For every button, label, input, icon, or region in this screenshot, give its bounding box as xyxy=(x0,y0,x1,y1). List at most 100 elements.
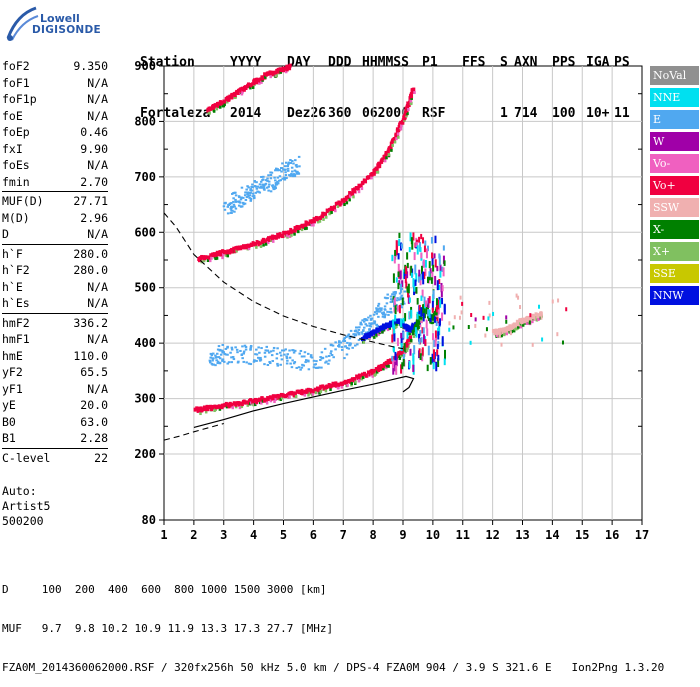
trace-mark-e xyxy=(230,202,233,205)
trace-mark-echo xyxy=(294,395,298,399)
trace-mark-e xyxy=(330,343,333,346)
trace-mark-vo xyxy=(307,388,311,393)
trace-mark-echo xyxy=(316,220,320,224)
trace-mark-ssw xyxy=(515,319,519,324)
trace-mark-e xyxy=(371,322,374,325)
param-row: yF1 N/A xyxy=(2,381,108,398)
trace-mark-echo xyxy=(310,223,313,227)
trace-mark-e xyxy=(397,298,401,301)
trace-mark-echo xyxy=(329,211,332,215)
trace-mark-vo xyxy=(288,66,292,71)
trace-mark-echo xyxy=(226,100,229,104)
trace-mark-e xyxy=(246,185,249,188)
trace-mark-e xyxy=(283,353,286,356)
trace-mark-e xyxy=(377,315,380,318)
trace-mark-vo xyxy=(242,87,246,92)
trace-mark-e xyxy=(258,186,262,189)
trace-mark-echo xyxy=(420,320,423,324)
trace-mark-echo xyxy=(410,101,413,105)
trace-mark-e xyxy=(293,361,297,364)
trace-mark-e xyxy=(295,163,298,166)
param-value: N/A xyxy=(87,332,108,346)
trace-mark-e xyxy=(358,326,361,329)
trace-mark-e xyxy=(221,358,225,361)
spread-f-mark xyxy=(426,328,429,336)
trace-mark-e xyxy=(295,366,298,369)
trace-mark-e xyxy=(379,307,382,310)
spread-f-mark xyxy=(517,295,520,300)
param-value: 9.350 xyxy=(73,59,108,73)
trace-mark-e xyxy=(334,348,337,351)
trace-mark-vo xyxy=(258,241,262,246)
footer: D 100 200 400 600 800 1000 1500 3000 [km… xyxy=(2,557,664,687)
params-divider xyxy=(2,447,108,449)
trace-mark-echo xyxy=(386,328,390,332)
spread-f-mark xyxy=(423,302,426,313)
trace-mark-vo xyxy=(379,367,383,372)
spread-f-mark xyxy=(442,267,445,277)
spread-f-mark xyxy=(429,314,432,323)
spread-f-mark xyxy=(402,331,405,339)
spread-f-mark xyxy=(414,279,417,286)
trace-mark-e xyxy=(343,337,347,340)
trace-mark-e xyxy=(297,155,301,158)
trace-mark-e xyxy=(266,349,270,352)
trace-mark-echo xyxy=(265,401,269,405)
spread-f-mark xyxy=(415,286,418,294)
trace-mark-e xyxy=(395,299,399,302)
trace-mark-vo xyxy=(362,371,366,376)
spread-f-mark xyxy=(436,343,439,350)
trace-mark-e xyxy=(281,349,284,352)
spread-f-mark xyxy=(443,260,446,266)
trace-mark-vo xyxy=(321,214,325,219)
trace-mark-echo xyxy=(503,333,506,337)
trace-mark-e xyxy=(389,295,393,298)
spread-f-mark xyxy=(394,304,397,315)
trace-mark-e xyxy=(330,350,333,353)
trace-mark-vo xyxy=(406,104,410,109)
trace-mark-echo xyxy=(404,349,408,353)
spread-f-mark xyxy=(408,247,411,253)
trace-mark-vo xyxy=(230,249,234,254)
param-value: N/A xyxy=(87,92,108,106)
spread-f-mark xyxy=(410,272,413,278)
trace-mark-e xyxy=(309,355,313,358)
spread-f-mark xyxy=(421,289,424,298)
trace-mark-e xyxy=(217,345,221,348)
trace-mark-e xyxy=(364,331,368,334)
trace-mark-vo xyxy=(284,66,288,71)
params-divider xyxy=(2,243,108,245)
trace-mark-e xyxy=(315,366,319,369)
trace-mark-echo xyxy=(223,102,226,106)
trace-mark-echo xyxy=(395,322,398,326)
spread-f-mark xyxy=(418,338,421,345)
spread-f-mark xyxy=(433,349,436,359)
trace-mark-echo xyxy=(307,393,310,397)
trace-mark-e xyxy=(348,344,351,347)
trace-mark-echo xyxy=(387,364,390,368)
param-value: 63.0 xyxy=(80,414,108,429)
param-value: N/A xyxy=(87,381,108,396)
trace-mark-vo xyxy=(217,252,221,257)
trace-mark-e xyxy=(276,169,280,172)
trace-mark-e xyxy=(332,356,335,359)
spread-f-mark xyxy=(419,247,422,253)
polarization-legend: NoVal NNE E W Vo- Vo+ SSW X- X+ SSE NNW xyxy=(650,66,699,308)
x-tick-label: 1 xyxy=(160,528,167,542)
spread-f-mark xyxy=(418,304,421,311)
param-name: h`Es xyxy=(2,296,30,310)
trace-mark-e xyxy=(242,360,245,363)
spread-f-mark xyxy=(407,295,410,304)
trace-mark-e xyxy=(348,337,352,340)
y-tick-label: 500 xyxy=(134,281,156,295)
x-tick-label: 16 xyxy=(605,528,619,542)
spread-f-mark xyxy=(398,238,401,246)
spread-f-mark xyxy=(441,312,444,321)
spread-f-mark xyxy=(418,269,421,277)
trace-mark-e xyxy=(242,350,246,353)
trace-mark-vo xyxy=(359,183,363,188)
spread-f-mark xyxy=(407,291,410,298)
spread-f-mark xyxy=(515,293,518,298)
trace-mark-echo xyxy=(255,245,258,249)
trace-mark-e xyxy=(224,353,228,356)
